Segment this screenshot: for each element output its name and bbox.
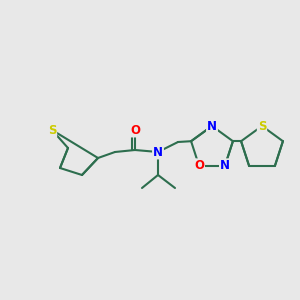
Text: N: N <box>220 159 230 172</box>
Text: N: N <box>153 146 163 158</box>
Text: N: N <box>207 119 217 133</box>
Text: O: O <box>194 159 204 172</box>
Text: O: O <box>130 124 140 136</box>
Text: S: S <box>258 119 266 133</box>
Text: S: S <box>48 124 56 136</box>
